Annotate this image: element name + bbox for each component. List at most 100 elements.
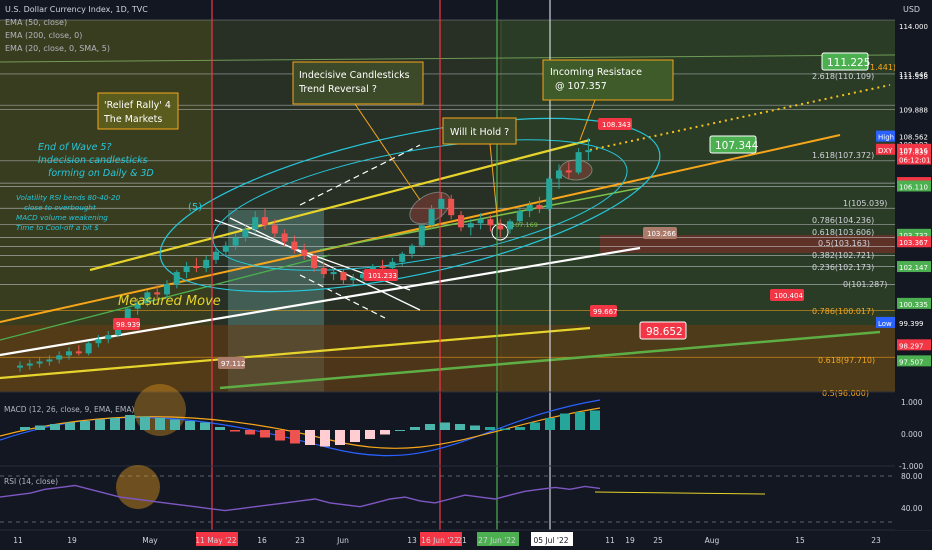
macd-bar xyxy=(365,430,375,439)
legend-ema50: EMA (50, close) xyxy=(5,18,67,27)
candle-body xyxy=(330,272,337,275)
candle-body xyxy=(409,245,415,254)
time-axis-label: 25 xyxy=(653,536,663,545)
white-down-channel xyxy=(229,217,421,311)
tag-111225 xyxy=(821,52,869,71)
macd-bar xyxy=(65,422,75,430)
candle-body xyxy=(105,335,112,340)
time-axis-tag xyxy=(531,532,573,546)
candle-body xyxy=(252,217,259,230)
time-axis-label: 19 xyxy=(67,536,77,545)
time-axis-label: 15 xyxy=(795,536,805,545)
incoming-box xyxy=(542,59,674,101)
incoming-pointer xyxy=(579,99,596,141)
candle-body xyxy=(154,292,161,295)
macd-bar xyxy=(275,430,285,441)
relief-rally-line1: 'Relief Rally' 4 xyxy=(104,100,171,111)
fib-786: 0.786(104.236) xyxy=(812,216,874,225)
time-axis-label: 23 xyxy=(871,536,881,545)
rsi-line xyxy=(0,484,601,512)
candle-body xyxy=(467,223,474,228)
time-axis-label: 13 xyxy=(407,536,417,545)
macd-bar xyxy=(485,427,495,430)
tag-99667 xyxy=(590,305,617,317)
time-axis-tag xyxy=(477,532,519,546)
candle-body xyxy=(36,361,43,364)
macd-histogram xyxy=(20,410,600,447)
macd-bar xyxy=(305,430,315,445)
macd-title: MACD (12, 26, close, 9, EMA, EMA) xyxy=(4,405,134,414)
price-axis-tag xyxy=(897,236,931,248)
indecisive-line1: Indecisive Candlesticks xyxy=(299,70,410,81)
macd-bar xyxy=(155,418,165,430)
indecisive-box xyxy=(292,61,424,105)
rsi-title: RSI (14, close) xyxy=(4,477,58,486)
macd-bar xyxy=(470,425,480,430)
tag-101233-text: 101.233 xyxy=(368,272,397,280)
price-axis-label: 108.562 xyxy=(899,134,928,142)
price-axis-label: 107.833 xyxy=(899,148,928,156)
macd-bar xyxy=(125,415,135,430)
macd-axis-m1: -1.000 xyxy=(899,462,923,471)
yellow-trendline xyxy=(89,138,591,272)
price-axis-tag xyxy=(897,180,931,192)
legend-symbol: U.S. Dollar Currency Index, 1D, TVC xyxy=(5,5,148,14)
candle-body xyxy=(418,225,425,246)
macd-bar xyxy=(440,422,450,430)
price-axis-label: 97.507 xyxy=(899,358,924,366)
time-axis-label: Aug xyxy=(705,536,720,545)
annotation-boxes: 'Relief Rally' 4 The Markets Indecisive … xyxy=(16,59,674,309)
candle-body xyxy=(575,152,582,173)
price-axis-label: 98.297 xyxy=(899,342,924,350)
vol-text-4: Time to Cool-off a bit $ xyxy=(16,223,99,232)
macd-bar xyxy=(95,419,105,430)
tag-101233 xyxy=(364,269,398,281)
legend-ema200: EMA (200, close, 0) xyxy=(5,31,82,40)
candle-body xyxy=(291,241,298,250)
candle-body xyxy=(164,284,170,295)
price-axis-label: 106.110 xyxy=(899,183,928,191)
candle-body xyxy=(46,359,53,362)
candle-body xyxy=(17,365,23,368)
price-axis-label: 06:12:01 xyxy=(899,157,930,165)
macd-bar xyxy=(455,424,465,430)
macd-bar xyxy=(20,427,30,430)
candle-body xyxy=(526,204,533,212)
candle-body xyxy=(565,170,572,173)
candle-body xyxy=(301,249,308,256)
candle-body xyxy=(360,274,366,279)
candle-body xyxy=(516,211,523,222)
tag-99667-text: 99.667 xyxy=(593,308,618,316)
price-axis-flag-text: Low xyxy=(878,320,892,328)
candle-body xyxy=(222,245,229,252)
fib-labels: 2.618(110.109) 1.441) 1.618(107.372) 1(1… xyxy=(812,63,896,398)
will-it-hold-pointer xyxy=(489,143,499,226)
vol-text-3: MACD volume weakening xyxy=(16,213,108,222)
macd-bar xyxy=(335,430,345,445)
candle-body xyxy=(311,255,317,268)
fib-m786: 0.786(100.017) xyxy=(812,307,874,316)
candle-body xyxy=(438,198,445,210)
rsi-axis-80: 80.00 xyxy=(901,472,923,481)
candle-body xyxy=(95,339,102,344)
candle-body xyxy=(124,308,131,321)
macd-bar xyxy=(290,430,300,444)
legend-ema20: EMA (20, close, 0, SMA, 5) xyxy=(5,44,110,53)
tag-97112 xyxy=(218,357,245,369)
candle-body xyxy=(232,237,239,246)
macd-bar xyxy=(350,430,360,442)
fib-1618: 1.618(107.372) xyxy=(812,151,874,160)
price-axis-flag xyxy=(876,143,895,155)
candle-body xyxy=(203,259,210,268)
macd-bar xyxy=(395,430,405,431)
candle-body xyxy=(428,209,435,226)
macd-bar xyxy=(500,428,510,430)
ema-light-green xyxy=(319,187,641,251)
rsi-trendline xyxy=(594,491,766,495)
macd-bar xyxy=(185,421,195,430)
candle-body xyxy=(281,233,288,242)
candle-body xyxy=(487,219,494,226)
macd-bar xyxy=(425,424,435,430)
